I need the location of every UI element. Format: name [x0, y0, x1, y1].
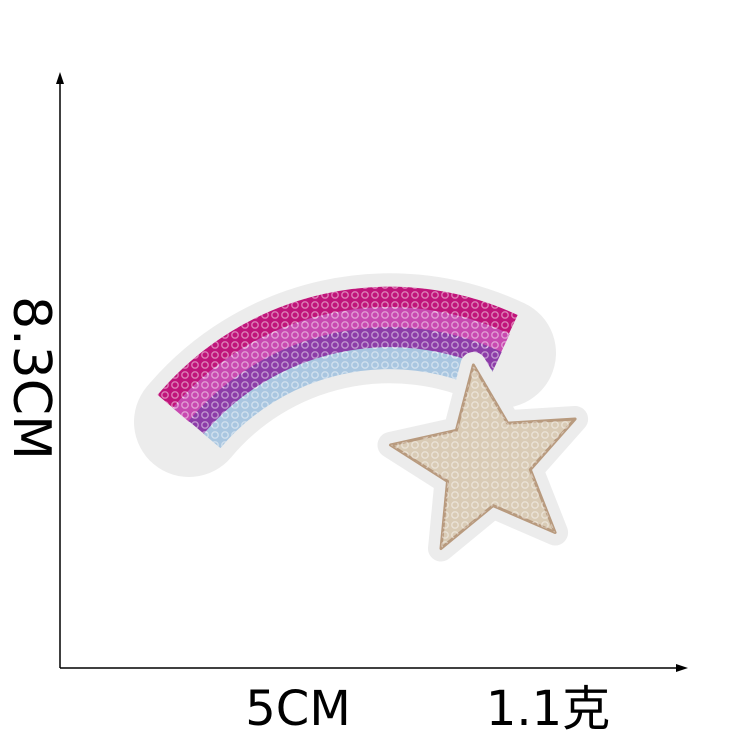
- sequin-texture: [157, 286, 518, 410]
- weight-label: 1.1克: [486, 681, 610, 737]
- axes: [56, 72, 688, 672]
- sequin-texture: [172, 307, 510, 423]
- arrow-up: [56, 72, 64, 84]
- width-label: 5CM: [245, 681, 350, 737]
- height-label: 8.3CM: [1, 296, 61, 460]
- sequin-texture: [390, 365, 576, 549]
- star-patch: [377, 352, 589, 562]
- sequin-texture: [188, 327, 502, 436]
- rainbow-patch: [134, 273, 556, 477]
- sequin-texture: [203, 347, 493, 449]
- arrow-right: [676, 664, 688, 672]
